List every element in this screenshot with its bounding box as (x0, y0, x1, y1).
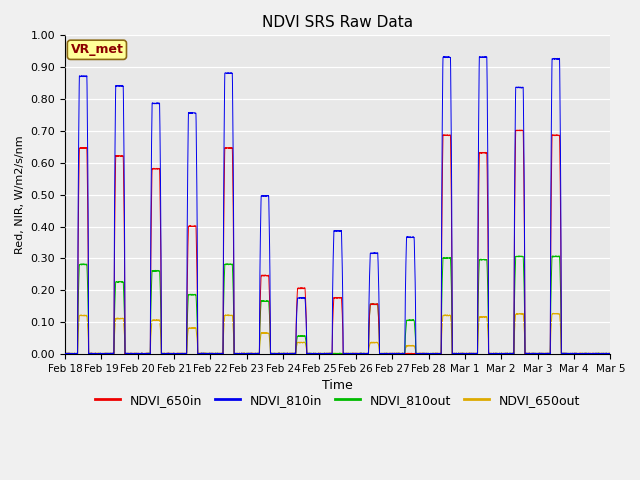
X-axis label: Time: Time (323, 379, 353, 393)
Legend: NDVI_650in, NDVI_810in, NDVI_810out, NDVI_650out: NDVI_650in, NDVI_810in, NDVI_810out, NDV… (90, 389, 585, 412)
Title: NDVI SRS Raw Data: NDVI SRS Raw Data (262, 15, 413, 30)
Text: VR_met: VR_met (70, 43, 124, 56)
Y-axis label: Red, NIR, W/m2/s/nm: Red, NIR, W/m2/s/nm (15, 135, 25, 254)
